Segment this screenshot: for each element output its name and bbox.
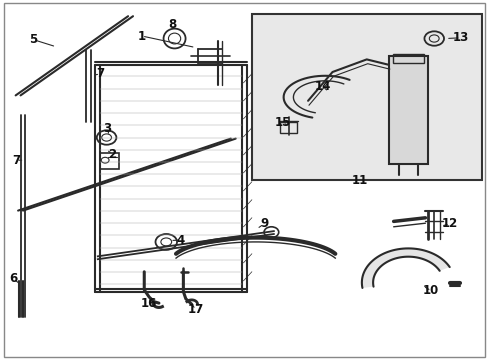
Polygon shape (361, 248, 449, 288)
Bar (279, 122, 297, 133)
Text: 1: 1 (138, 30, 145, 42)
Bar (251, 14, 481, 180)
Bar (392, 54, 423, 63)
Text: 12: 12 (441, 217, 457, 230)
Bar (100, 153, 119, 169)
Text: 2: 2 (108, 148, 116, 161)
Text: 13: 13 (451, 31, 468, 44)
Bar (388, 56, 427, 164)
Text: 17: 17 (187, 303, 203, 316)
Text: 4: 4 (177, 234, 184, 247)
Text: 10: 10 (422, 284, 439, 297)
Text: 9: 9 (260, 217, 267, 230)
Text: 3: 3 (103, 122, 111, 135)
Text: 8: 8 (168, 18, 176, 31)
Text: 14: 14 (314, 80, 330, 93)
Text: 11: 11 (350, 174, 367, 187)
Text: 7: 7 (12, 154, 20, 167)
Text: 15: 15 (274, 116, 290, 129)
Text: 5: 5 (29, 33, 37, 46)
Text: 6: 6 (10, 273, 18, 285)
Text: 16: 16 (141, 297, 157, 310)
Text: 7: 7 (96, 67, 104, 80)
